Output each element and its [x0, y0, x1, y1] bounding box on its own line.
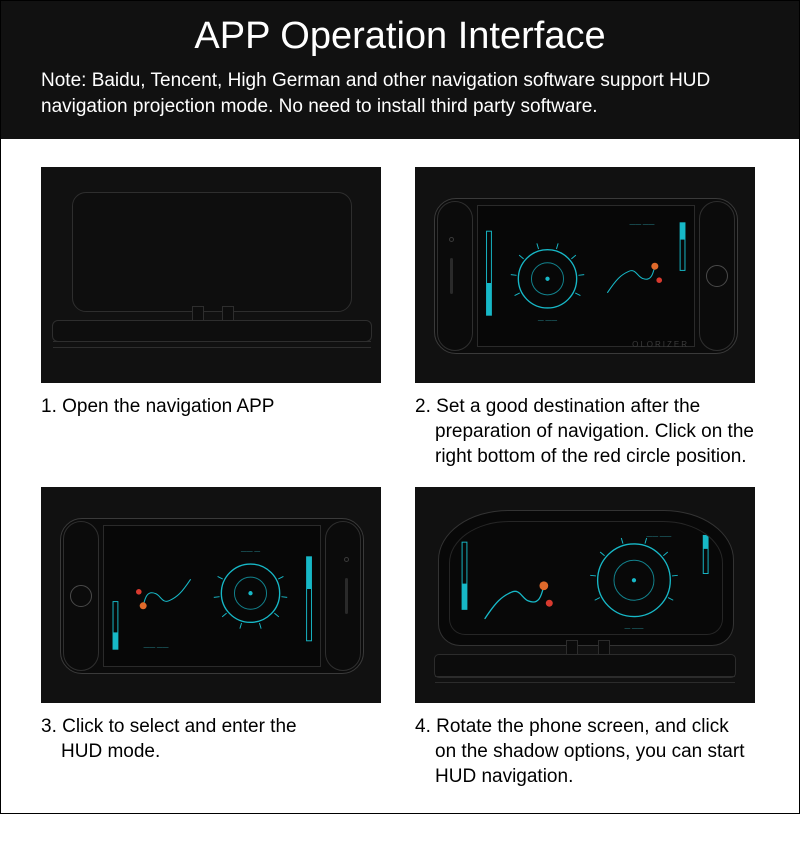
step-3: — —— —— —— 3. Click to select and enter … — [41, 487, 385, 789]
home-button-icon — [706, 265, 728, 287]
step-1: 1. Open the navigation APP — [41, 167, 385, 469]
step-num: 3. — [41, 716, 57, 737]
hud-display-normal: — —— —— —— — [478, 206, 694, 346]
phone-bezel-left — [437, 201, 473, 351]
step-3-caption: 3. Click to select and enter the HUD mod… — [41, 715, 385, 764]
hud-reflector: — —— —— —— — [438, 510, 734, 646]
step-4-illustration: — —— —— —— — [415, 487, 755, 703]
step-text: Open the navigation APP — [62, 396, 274, 417]
brand-label: OLORIZER — [632, 340, 689, 349]
phone-screen: — —— —— —— — [477, 205, 695, 347]
svg-text:—— ——: —— —— — [647, 534, 672, 540]
step-text-2: preparation of navigation. Click on the … — [415, 420, 759, 469]
hud-stand-base — [434, 654, 736, 678]
step-1-illustration — [41, 167, 381, 383]
header-note: Note: Baidu, Tencent, High German and ot… — [41, 68, 759, 119]
hud-stand-base — [52, 320, 372, 342]
page-title: APP Operation Interface — [41, 15, 759, 58]
phone-frame: — —— —— —— — [60, 518, 364, 674]
step-3-illustration: — —— —— —— — [41, 487, 381, 703]
step-text-2: on the shadow options, you can start HUD… — [415, 740, 759, 789]
step-text-1: Set a good destination after the — [436, 396, 700, 417]
stand-clip-left — [566, 640, 578, 654]
stand-clip-right — [222, 306, 234, 320]
hud-stand-screen — [72, 192, 352, 312]
svg-text:—— ——: —— —— — [630, 222, 655, 228]
step-num: 4. — [415, 716, 431, 737]
step-4: — —— —— —— 4. Rotate the phone screen, a… — [415, 487, 759, 789]
hud-reflector-screen: — —— —— —— — [449, 521, 723, 635]
hud-display-projected: — —— —— —— — [450, 522, 722, 634]
header: APP Operation Interface Note: Baidu, Ten… — [1, 1, 799, 139]
step-1-caption: 1. Open the navigation APP — [41, 395, 385, 420]
step-num: 1. — [41, 396, 57, 417]
step-2-caption: 2. Set a good destination after the prep… — [415, 395, 759, 469]
step-num: 2. — [415, 396, 431, 417]
stand-clip-left — [192, 306, 204, 320]
step-text-1: Rotate the phone screen, and click — [436, 716, 729, 737]
step-text-1: Click to select and enter the — [62, 716, 296, 737]
hud-display-mirrored: — —— —— —— — [104, 526, 320, 666]
home-button-icon — [70, 585, 92, 607]
steps-grid: 1. Open the navigation APP — [1, 139, 799, 813]
stand-clip-right — [598, 640, 610, 654]
speaker-icon — [450, 258, 453, 294]
step-text-2: HUD mode. — [41, 740, 385, 765]
step-2: — —— —— —— OLORIZER 2. Set a good destin… — [415, 167, 759, 469]
step-4-caption: 4. Rotate the phone screen, and click on… — [415, 715, 759, 789]
svg-text:— ——: — —— — [241, 549, 260, 555]
phone-frame: — —— —— —— OLORIZER — [434, 198, 738, 354]
svg-text:— ——: — —— — [624, 626, 643, 632]
step-2-illustration: — —— —— —— OLORIZER — [415, 167, 755, 383]
phone-bezel-right — [325, 521, 361, 671]
speaker-icon — [345, 578, 348, 614]
svg-text:—— ——: —— —— — [143, 645, 168, 651]
svg-text:— ——: — —— — [538, 318, 557, 324]
phone-screen: — —— —— —— — [103, 525, 321, 667]
